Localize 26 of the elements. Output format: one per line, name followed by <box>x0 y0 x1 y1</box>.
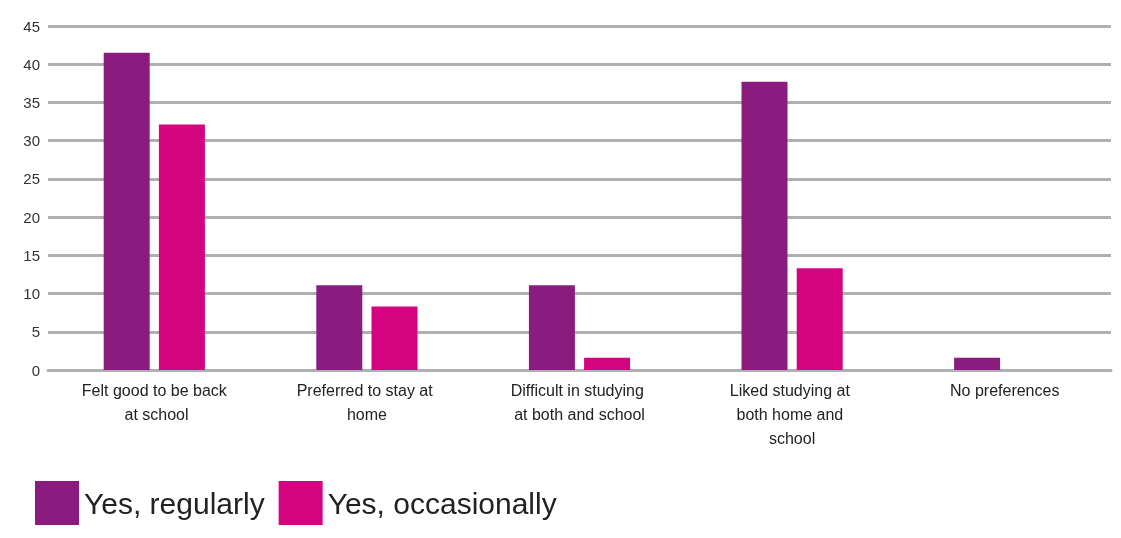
bar <box>158 124 205 370</box>
bar <box>741 81 788 370</box>
x-tick-label: Difficult in studying at both and school <box>510 381 649 423</box>
y-tick-label: 30 <box>23 132 40 150</box>
legend-label: Yes, regularly <box>84 486 265 520</box>
x-tick-label: No preferences <box>950 381 1060 399</box>
x-tick-label: Felt good to be back at school <box>81 381 228 423</box>
bar <box>103 52 150 370</box>
y-tick-label: 20 <box>23 208 40 226</box>
y-tick-label: 40 <box>23 55 40 73</box>
bar <box>954 357 1001 370</box>
bar <box>371 306 418 370</box>
bar <box>584 357 631 370</box>
y-tick-label: 45 <box>23 17 40 35</box>
x-tick-label: Preferred to stay at home <box>296 381 438 423</box>
bar <box>528 285 575 370</box>
y-tick-label: 25 <box>23 170 40 188</box>
y-tick-label: 0 <box>31 361 40 379</box>
y-tick-label: 35 <box>23 93 40 111</box>
bar <box>796 268 843 370</box>
y-tick-label: 5 <box>31 323 40 341</box>
y-tick-label: 10 <box>23 285 40 303</box>
bar <box>316 285 363 370</box>
legend-label: Yes, occasionally <box>327 486 557 520</box>
x-tick-label: Liked studying at both home and school <box>729 381 855 447</box>
y-tick-label: 15 <box>23 246 40 264</box>
